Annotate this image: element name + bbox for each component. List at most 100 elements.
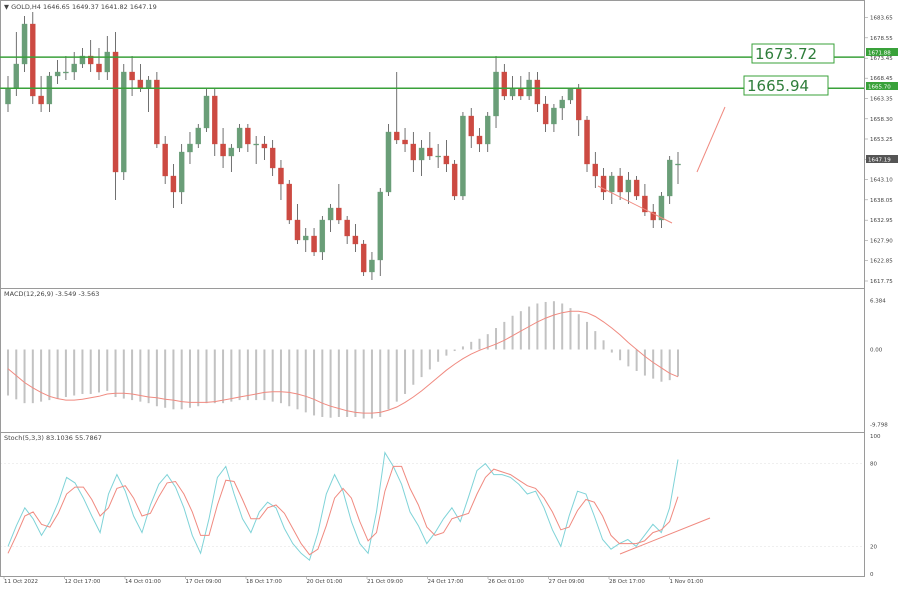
- level-layer: [0, 56, 864, 89]
- price-y-tick-label: 1617.75: [870, 279, 893, 285]
- macd-histogram-bar: [246, 349, 249, 401]
- stoch-main-line: [7, 451, 679, 562]
- bear-candle-body: [468, 115, 474, 137]
- bull-candle-body: [625, 179, 632, 193]
- macd-histogram-bar: [412, 349, 415, 385]
- macd-histogram-bar: [255, 349, 258, 401]
- price-y-tick-label: 1643.10: [870, 178, 893, 184]
- macd-histogram-bar: [445, 349, 448, 356]
- macd-y-tick-label: -9.798: [870, 423, 888, 429]
- bear-candle-body: [38, 95, 44, 105]
- grid-layer: [0, 463, 864, 547]
- macd-histogram-bar: [677, 349, 679, 377]
- bear-candle-body: [261, 143, 268, 149]
- macd-histogram-bar: [56, 349, 59, 399]
- macd-histogram-bar: [652, 349, 655, 379]
- bull-candle-body: [54, 71, 61, 77]
- bull-candle-body: [79, 55, 86, 65]
- level-upper-axis-label: 1671.88: [868, 51, 891, 57]
- bull-candle-body: [319, 219, 326, 253]
- bull-candle-body: [485, 115, 491, 145]
- macd-histogram-bar: [271, 349, 274, 402]
- macd-histogram-bar: [635, 349, 638, 371]
- bull-candle-body: [609, 175, 615, 193]
- bull-candle-body: [667, 159, 673, 197]
- bull-candle-body: [418, 147, 425, 161]
- level-lower-axis-label: 1665.70: [868, 85, 891, 91]
- macd-histogram-bar: [155, 349, 158, 407]
- ohlc-label: 1646.65 1649.37 1641.82 1647.19: [43, 3, 157, 11]
- bear-candle-body: [311, 235, 317, 253]
- macd-histogram-bar: [64, 349, 67, 398]
- bull-candle-body: [46, 75, 53, 105]
- macd-histogram-bar: [519, 311, 522, 350]
- macd-histogram-bar: [180, 349, 183, 410]
- macd-histogram-bar: [552, 301, 555, 350]
- bull-candle-body: [104, 51, 110, 73]
- macd-histogram-bar: [528, 306, 531, 350]
- macd-histogram-bar: [188, 349, 191, 408]
- macd-histogram-bar: [114, 349, 117, 398]
- bull-candle-body: [551, 107, 557, 125]
- macd-histogram-bar: [7, 349, 9, 396]
- stoch-title: Stoch(5,3,3) 83.1036 55.7867: [4, 434, 102, 442]
- macd-histogram-bar: [486, 334, 489, 350]
- macd-histogram-bar: [304, 349, 307, 413]
- bull-candle-body: [377, 191, 383, 261]
- bull-candle-body: [195, 127, 201, 145]
- price-trendline: [597, 185, 673, 224]
- macd-y-tick-label: 0.00: [870, 348, 883, 354]
- bear-candle-body: [336, 207, 342, 221]
- macd-histogram-bar: [230, 349, 233, 402]
- macd-histogram-bar: [40, 349, 43, 402]
- bull-candle-body: [236, 127, 243, 149]
- bear-candle-body: [137, 79, 144, 89]
- macd-histogram-bar: [197, 349, 200, 407]
- price-y-tick-label: 1678.55: [870, 36, 893, 42]
- x-tick-label: 12 Oct 17:00: [65, 579, 101, 585]
- bull-candle-body: [253, 143, 259, 146]
- macd-histogram-bar: [586, 321, 589, 350]
- macd-histogram-bar: [329, 349, 332, 418]
- bear-candle-body: [576, 87, 582, 121]
- macd-histogram-bar: [478, 338, 481, 350]
- price-y-tick-label: 1622.85: [870, 259, 893, 265]
- bear-candle-body: [352, 235, 359, 245]
- bull-candle-body: [187, 143, 193, 153]
- bear-candle-body: [642, 195, 648, 213]
- price-y-tick-label: 1658.30: [870, 117, 893, 123]
- macd-histogram-bar: [222, 349, 225, 404]
- macd-histogram-bar: [594, 331, 597, 350]
- macd-histogram-bar: [503, 321, 506, 350]
- bull-candle-body: [675, 163, 681, 166]
- macd-histogram-bar: [89, 349, 92, 394]
- bull-candle-body: [203, 95, 210, 129]
- macd-histogram-bar: [346, 349, 349, 417]
- stoch-trendline: [619, 517, 711, 555]
- macd-histogram-bar: [610, 349, 613, 353]
- macd-signal-line: [7, 310, 679, 414]
- macd-histogram-bar: [213, 349, 216, 404]
- bull-candle-body: [369, 259, 375, 273]
- bear-candle-body: [476, 135, 483, 145]
- macd-histogram-bar: [619, 349, 622, 361]
- price-y-tick-label: 1638.05: [870, 198, 893, 204]
- level-lower-box: [743, 75, 829, 96]
- projection-trendline: [696, 106, 726, 173]
- macd-histogram-bar: [97, 349, 100, 393]
- bear-candle-body: [584, 119, 590, 165]
- bear-candle-body: [617, 175, 623, 193]
- x-tick-label: 24 Oct 17:00: [428, 579, 464, 585]
- level-lower-axis-badge: [866, 82, 898, 90]
- macd-histogram-bar: [279, 349, 282, 404]
- bull-candle-body: [658, 195, 665, 221]
- macd-histogram-bar: [48, 349, 51, 401]
- macd-histogram-bar: [569, 308, 572, 350]
- macd-histogram-bar: [263, 349, 266, 401]
- bear-candle-body: [451, 163, 458, 197]
- bear-candle-body: [162, 143, 168, 177]
- bear-candle-body: [633, 179, 640, 197]
- bear-candle-body: [286, 183, 292, 221]
- bear-candle-body: [410, 143, 417, 161]
- macd-histogram-bar: [668, 349, 671, 381]
